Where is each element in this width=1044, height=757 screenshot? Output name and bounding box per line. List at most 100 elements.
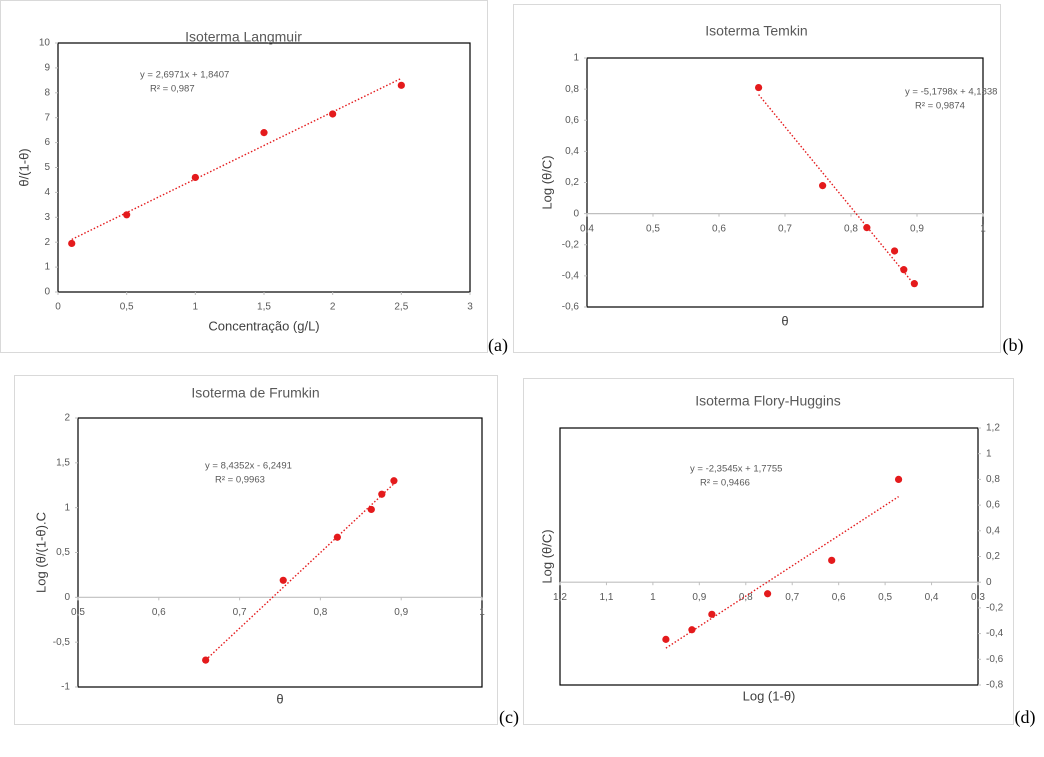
x-tick-label: 3 bbox=[467, 302, 473, 313]
data-point bbox=[662, 635, 670, 643]
trend-equation: y = 2,6971x + 1,8407 bbox=[140, 70, 229, 81]
y-tick-label: 3 bbox=[44, 212, 50, 223]
data-point bbox=[68, 239, 76, 248]
y-tick-label: 1,2 bbox=[986, 423, 1000, 434]
y-tick-label: 0,4 bbox=[986, 525, 1000, 536]
x-tick-label: 1,1 bbox=[599, 592, 613, 603]
data-point bbox=[900, 266, 908, 274]
y-tick-label: 2 bbox=[64, 413, 70, 424]
y-tick-label: 0,6 bbox=[986, 500, 1000, 511]
y-tick-label: 0 bbox=[573, 208, 579, 219]
r-squared: R² = 0,9874 bbox=[915, 101, 965, 112]
y-tick-label: 1,5 bbox=[56, 457, 70, 468]
chart-frame bbox=[523, 378, 1014, 725]
data-point bbox=[260, 129, 268, 137]
y-axis-label: Log (θ/(1-θ).C bbox=[33, 512, 48, 593]
data-point bbox=[688, 626, 696, 634]
y-tick-label: 2 bbox=[44, 237, 50, 248]
y-tick-label: 1 bbox=[986, 448, 992, 459]
x-tick-label: 0,6 bbox=[152, 607, 166, 618]
y-tick-label: 0,8 bbox=[986, 474, 1000, 485]
r-squared: R² = 0,9466 bbox=[700, 478, 750, 489]
y-tick-label: 7 bbox=[44, 112, 50, 123]
y-tick-label: 0 bbox=[64, 592, 70, 603]
y-tick-label: -0,4 bbox=[986, 628, 1004, 639]
x-tick-label: 0,6 bbox=[712, 223, 726, 234]
r-squared: R² = 0,9963 bbox=[215, 475, 265, 486]
data-point bbox=[894, 475, 903, 483]
x-tick-label: 0,8 bbox=[739, 592, 753, 603]
trendline bbox=[205, 483, 395, 661]
chart-title: Isoterma Temkin bbox=[705, 23, 807, 39]
chart-frame bbox=[14, 375, 498, 725]
data-point bbox=[890, 247, 899, 255]
x-tick-label: 0,8 bbox=[844, 223, 858, 234]
x-tick-label: 1,5 bbox=[257, 302, 271, 313]
y-tick-label: 0,6 bbox=[565, 115, 579, 126]
y-tick-label: 4 bbox=[44, 187, 50, 198]
y-axis-label: Log (θ/C) bbox=[539, 155, 554, 209]
data-point bbox=[390, 477, 398, 485]
data-point bbox=[367, 505, 375, 514]
chart-frame bbox=[0, 0, 488, 353]
plot-area bbox=[77, 417, 483, 688]
data-point bbox=[329, 110, 337, 118]
y-tick-label: -1 bbox=[61, 682, 70, 693]
data-point bbox=[279, 576, 287, 584]
x-tick-label: 0,7 bbox=[785, 592, 799, 603]
y-tick-label: -0,2 bbox=[986, 603, 1004, 614]
y-tick-label: -0,6 bbox=[986, 654, 1004, 665]
y-tick-label: -0,2 bbox=[562, 239, 580, 250]
y-tick-label: -0,4 bbox=[562, 271, 580, 282]
chart-frame bbox=[513, 4, 1001, 353]
trendline bbox=[665, 496, 899, 649]
trend-equation: y = 8,4352x - 6,2491 bbox=[205, 461, 292, 472]
x-tick-label: 0 bbox=[55, 302, 61, 313]
y-tick-label: 0,4 bbox=[565, 146, 579, 157]
data-point bbox=[755, 83, 763, 92]
y-tick-label: -0,8 bbox=[986, 680, 1004, 691]
x-tick-label: 0,4 bbox=[925, 592, 939, 603]
x-tick-label: 0,5 bbox=[120, 302, 134, 313]
x-tick-label: 0,9 bbox=[692, 592, 706, 603]
data-point bbox=[202, 656, 210, 664]
x-tick-label: 0,5 bbox=[71, 607, 85, 618]
y-tick-label: 9 bbox=[44, 63, 50, 74]
x-tick-label: 1,2 bbox=[553, 592, 567, 603]
x-tick-label: 0,7 bbox=[233, 607, 247, 618]
x-axis-label: θ bbox=[276, 691, 283, 706]
x-tick-label: 0,6 bbox=[832, 592, 846, 603]
y-tick-label: 0 bbox=[986, 577, 992, 588]
x-tick-label: 2 bbox=[330, 302, 336, 313]
x-tick-label: 0,5 bbox=[878, 592, 892, 603]
x-tick-label: 0,9 bbox=[910, 223, 924, 234]
data-point bbox=[819, 182, 827, 190]
x-axis-label: Log (1-θ) bbox=[743, 688, 796, 703]
y-tick-label: -0,5 bbox=[53, 637, 71, 648]
x-tick-label: 0,7 bbox=[778, 223, 792, 234]
data-point bbox=[378, 490, 386, 498]
x-tick-label: 0,9 bbox=[394, 607, 408, 618]
x-tick-label: 1 bbox=[479, 607, 485, 618]
x-tick-label: 0,4 bbox=[580, 223, 594, 234]
trendline bbox=[758, 94, 915, 286]
panel-label: (c) bbox=[499, 707, 519, 728]
data-point bbox=[863, 224, 871, 232]
y-tick-label: 5 bbox=[44, 162, 50, 173]
x-tick-label: 0,5 bbox=[646, 223, 660, 234]
trend-equation: y = -5,1798x + 4,1838 bbox=[905, 87, 997, 98]
x-tick-label: 0,3 bbox=[971, 592, 985, 603]
r-squared: R² = 0,987 bbox=[150, 84, 195, 95]
x-tick-label: 1 bbox=[193, 302, 199, 313]
x-tick-label: 1 bbox=[980, 223, 986, 234]
y-tick-label: -0,6 bbox=[562, 302, 580, 313]
y-tick-label: 1 bbox=[64, 502, 70, 513]
y-tick-label: 0,2 bbox=[986, 551, 1000, 562]
data-point bbox=[397, 81, 405, 89]
x-tick-label: 1 bbox=[650, 592, 656, 603]
panel-label: (d) bbox=[1015, 707, 1036, 728]
data-point bbox=[910, 280, 918, 288]
y-tick-label: 6 bbox=[44, 137, 50, 148]
chart-title: Isoterma Langmuir bbox=[185, 29, 302, 45]
